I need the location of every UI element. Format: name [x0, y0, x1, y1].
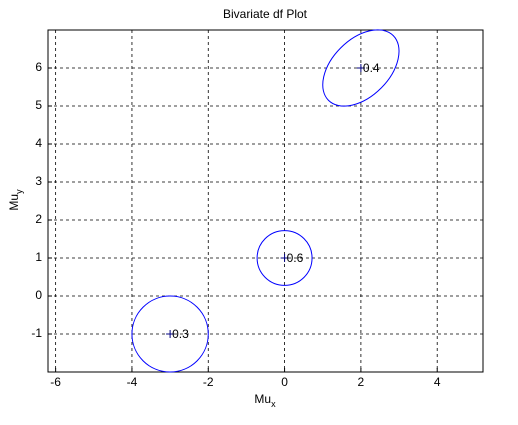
y-tick-label: 0	[35, 288, 42, 302]
x-tick-label: 4	[434, 375, 441, 389]
y-tick-label: 2	[35, 212, 42, 226]
weight-label: 0.3	[172, 327, 189, 341]
plot-area	[48, 30, 483, 372]
x-tick-label: 2	[358, 375, 365, 389]
ellipse	[131, 295, 209, 373]
y-tick-label: 5	[35, 98, 42, 112]
mean-marker	[166, 330, 175, 338]
y-axis-label-base: Mu	[7, 194, 21, 211]
chart-title: Bivariate df Plot	[223, 7, 308, 21]
y-axis-label-sub: y	[14, 189, 24, 194]
y-tick-label: 1	[35, 250, 42, 264]
x-tick-label: -2	[203, 375, 214, 389]
ellipse	[256, 230, 313, 286]
plot-frame	[47, 29, 484, 373]
y-tick-label: 6	[35, 60, 42, 74]
weight-label: 0.6	[287, 251, 304, 265]
y-tick-label: -1	[31, 326, 42, 340]
y-axis-label: Muy	[7, 189, 24, 211]
y-tick-label: 3	[35, 174, 42, 188]
mean-marker	[356, 64, 365, 72]
y-tick-label: 4	[35, 136, 42, 150]
x-tick-label: 0	[281, 375, 288, 389]
weight-label: 0.4	[363, 61, 380, 75]
x-tick-label: -6	[50, 375, 61, 389]
ellipse	[322, 29, 400, 107]
x-axis-label-sub: x	[271, 399, 276, 409]
mean-marker	[280, 254, 289, 262]
x-tick-label: -4	[127, 375, 138, 389]
x-axis-label: Mux	[254, 392, 276, 409]
x-axis-label-base: Mu	[254, 392, 271, 406]
